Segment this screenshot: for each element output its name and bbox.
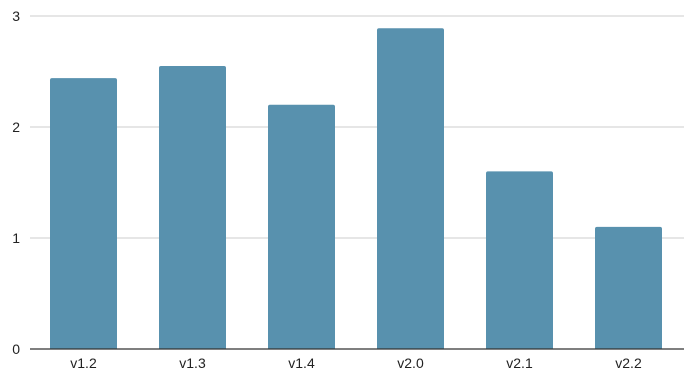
bar-v1.4 (268, 104, 335, 349)
grid-lines (30, 15, 684, 239)
x-tick-label: v2.2 (615, 355, 642, 371)
bar-v2.0 (377, 28, 444, 350)
bar-v1.3 (159, 65, 226, 349)
x-tick-label: v1.4 (288, 355, 315, 371)
y-tick-label: 2 (12, 119, 20, 135)
x-tick-label: v1.2 (70, 355, 97, 371)
x-tick-label: v2.0 (397, 355, 424, 371)
x-tick-labels: v1.2 v1.3 v1.4 v2.0 v2.1 v2.2 (70, 355, 642, 371)
y-tick-label: 0 (12, 341, 20, 357)
bar-v2.2 (595, 226, 662, 349)
bar-v1.2 (50, 78, 117, 349)
bar-v2.1 (486, 171, 553, 349)
y-tick-label: 1 (12, 230, 20, 246)
y-tick-labels: 0 1 2 3 (12, 8, 20, 357)
x-tick-label: v2.1 (506, 355, 533, 371)
x-tick-label: v1.3 (179, 355, 206, 371)
y-tick-label: 3 (12, 8, 20, 24)
bars (50, 28, 662, 350)
